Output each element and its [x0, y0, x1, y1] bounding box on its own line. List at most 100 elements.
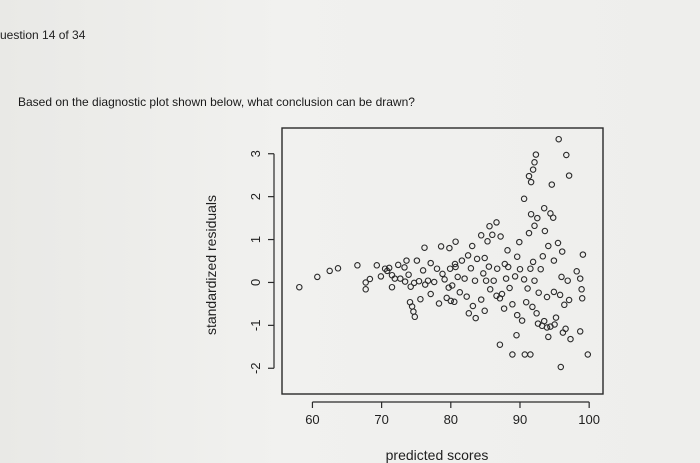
data-point: [552, 314, 560, 321]
data-point: [578, 286, 585, 293]
data-point: [454, 273, 461, 281]
data-point: [480, 270, 487, 277]
data-point: [545, 242, 552, 250]
data-point: [424, 277, 432, 284]
data-point: [534, 320, 542, 327]
data-point: [500, 305, 508, 312]
data-point: [334, 265, 342, 272]
data-point: [506, 284, 513, 292]
data-point: [520, 276, 528, 283]
data-point: [541, 227, 549, 235]
data-point: [579, 251, 587, 258]
data-point: [481, 254, 488, 262]
data-point: [296, 283, 303, 291]
data-point: [443, 294, 450, 302]
data-point: [407, 283, 414, 290]
data-point: [543, 324, 551, 331]
data-point: [314, 273, 321, 281]
data-point: [377, 273, 385, 280]
data-point: [501, 260, 509, 268]
data-point: [564, 277, 571, 284]
data-point: [524, 285, 531, 292]
data-point: [550, 257, 558, 264]
data-point: [362, 286, 369, 293]
data-point: [388, 283, 396, 291]
y-axis-label: standardized residuals: [203, 195, 219, 335]
data-point: [565, 172, 573, 179]
data-point: [354, 262, 361, 269]
data-point: [326, 267, 333, 275]
data-point: [397, 275, 404, 282]
data-point: [525, 229, 533, 237]
data-point: [496, 341, 504, 348]
data-point: [509, 351, 516, 358]
data-point: [465, 310, 473, 317]
data-point: [410, 308, 417, 315]
points-layer: [296, 135, 592, 371]
data-point: [540, 204, 548, 212]
data-point: [531, 222, 538, 230]
data-point: [490, 277, 497, 284]
data-point: [543, 293, 551, 301]
y-tick-label: 0: [248, 279, 263, 286]
data-point: [533, 310, 540, 317]
data-point: [481, 307, 488, 315]
data-point: [522, 298, 530, 306]
data-point: [532, 151, 540, 158]
data-point: [477, 296, 485, 303]
data-point: [441, 276, 448, 283]
data-point: [504, 247, 511, 254]
data-point: [493, 219, 500, 226]
data-point: [385, 264, 393, 272]
data-point: [486, 222, 493, 230]
data-point: [452, 263, 459, 271]
data-point: [576, 275, 584, 282]
data-point: [419, 267, 427, 274]
data-point: [489, 231, 496, 239]
data-point: [458, 257, 466, 264]
data-point: [504, 263, 512, 271]
data-point: [446, 265, 454, 272]
data-point: [493, 265, 501, 272]
data-point: [373, 262, 381, 269]
data-point: [439, 270, 446, 278]
data-point: [551, 321, 558, 328]
data-point: [366, 275, 374, 283]
data-point: [413, 257, 421, 264]
x-tick-label: 90: [513, 412, 527, 427]
data-point: [467, 265, 475, 272]
question-prompt: Based on the diagnostic plot shown below…: [18, 95, 415, 109]
data-point: [513, 253, 521, 260]
data-point: [472, 314, 479, 322]
data-point: [539, 253, 547, 260]
data-point: [567, 335, 574, 343]
data-point: [547, 210, 554, 217]
data-point: [513, 311, 521, 319]
data-point: [516, 265, 524, 273]
data-point: [561, 301, 568, 309]
y-tick-label: 2: [248, 193, 263, 200]
data-point: [473, 255, 481, 263]
y-tick-label: -2: [248, 362, 263, 374]
data-point: [463, 293, 470, 300]
y-tick-label: -1: [248, 320, 263, 332]
data-point: [525, 172, 533, 180]
data-point: [469, 302, 477, 310]
data-point: [529, 303, 536, 311]
data-point: [471, 277, 479, 284]
data-point: [498, 290, 506, 298]
data-point: [513, 331, 520, 339]
data-point: [464, 252, 472, 259]
data-point: [563, 151, 570, 159]
data-point: [437, 243, 445, 250]
plot-frame: [281, 127, 604, 395]
data-point: [451, 298, 458, 306]
question-counter: uestion 14 of 34: [0, 28, 86, 42]
data-point: [421, 244, 428, 251]
data-point: [394, 261, 402, 269]
y-axis: -2 -1 0 1 2 3: [248, 150, 275, 374]
x-tick-label: 70: [374, 412, 388, 427]
data-point: [559, 329, 567, 336]
data-point: [527, 265, 534, 272]
